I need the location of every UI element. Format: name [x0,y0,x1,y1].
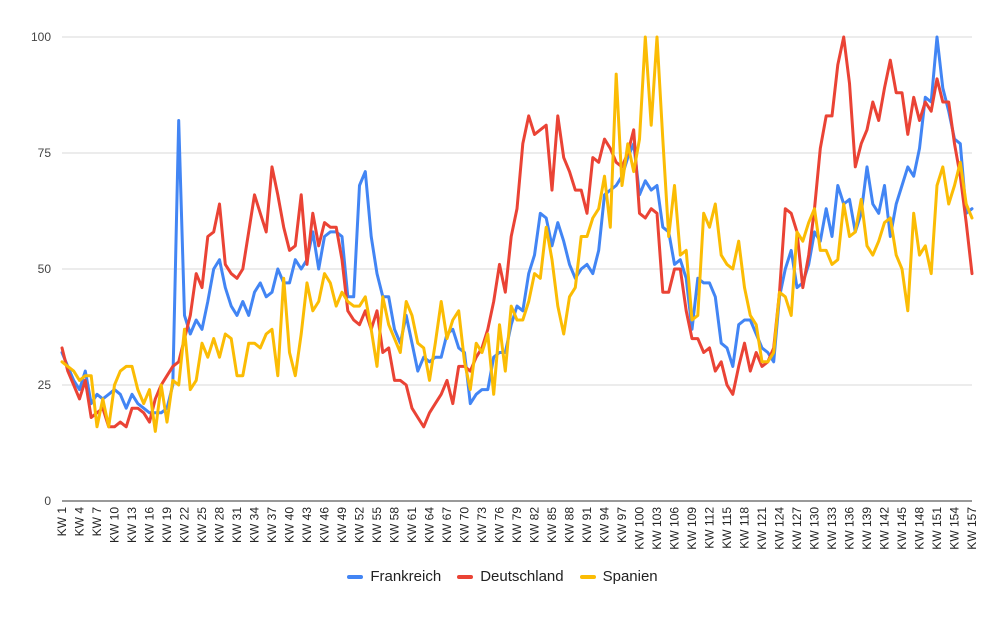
x-tick-label: KW 136 [843,507,857,550]
x-tick-label: KW 40 [283,507,297,543]
x-tick-label: KW 64 [423,507,437,543]
x-tick-label: KW 1 [55,507,69,537]
x-tick-label: KW 58 [388,507,402,543]
x-tick-label: KW 10 [108,507,122,543]
x-tick-label: KW 151 [930,507,944,550]
x-tick-label: KW 61 [405,507,419,543]
legend-swatch [457,574,474,579]
x-tick-label: KW 94 [598,507,612,543]
x-tick-label: KW 88 [563,507,577,543]
y-axis-ticks: 0 25 50 75 100 [31,30,51,508]
legend-item-deutschland: Deutschland [457,568,564,585]
x-tick-label: KW 49 [335,507,349,543]
x-tick-label: KW 85 [545,507,559,543]
x-tick-label: KW 112 [703,507,717,549]
x-tick-label: KW 73 [475,507,489,543]
legend-label: Spanien [602,568,658,585]
x-tick-label: KW 25 [195,507,209,543]
x-axis-ticks: KW 1 KW 4 KW 7 KW 10 KW 13 KW 16 KW 19 KW 22 KW … [55,507,979,550]
legend-label: Frankreich [370,568,442,585]
y-tick-label: 100 [31,30,51,44]
x-tick-label: KW 34 [248,507,262,543]
x-tick-label: KW 76 [493,507,507,543]
x-tick-label: KW 28 [213,507,227,543]
x-tick-label: KW 103 [650,507,664,550]
y-tick-label: 75 [38,146,52,160]
x-tick-label: KW 4 [73,507,87,537]
x-tick-label: KW 109 [685,507,699,550]
x-tick-label: KW 22 [178,507,192,543]
x-tick-label: KW 52 [353,507,367,543]
x-tick-label: KW 157 [965,507,979,550]
x-tick-label: KW 97 [615,507,629,543]
x-tick-label: KW 127 [790,507,804,550]
x-tick-label: KW 118 [738,507,752,549]
x-tick-label: KW 121 [755,507,769,550]
x-tick-label: KW 154 [948,507,962,550]
x-tick-label: KW 31 [230,507,244,543]
legend-item-frankreich: Frankreich [347,568,441,585]
x-tick-label: KW 37 [265,507,279,543]
x-tick-label: KW 70 [458,507,472,543]
x-tick-label: KW 133 [825,507,839,550]
x-tick-label: KW 124 [773,507,787,550]
x-tick-label: KW 82 [528,507,542,543]
y-tick-label: 25 [38,378,52,392]
series-line-deutschland [60,35,974,429]
x-tick-label: KW 106 [668,507,682,550]
y-tick-label: 50 [38,262,52,276]
x-tick-label: KW 16 [143,507,157,543]
series-line-spanien [60,35,974,433]
legend-swatch [579,574,596,579]
x-tick-label: KW 7 [90,507,104,537]
x-tick-label: KW 91 [580,507,594,543]
legend-swatch [347,574,364,579]
x-tick-label: KW 46 [318,507,332,543]
x-tick-label: KW 43 [300,507,314,543]
x-tick-label: KW 115 [720,507,734,549]
x-tick-label: KW 139 [860,507,874,550]
y-tick-label: 0 [44,494,51,508]
x-tick-label: KW 79 [510,507,524,543]
gridlines [62,36,972,502]
x-tick-label: KW 19 [160,507,174,543]
x-tick-label: KW 55 [370,507,384,543]
legend: Frankreich Deutschland Spanien [0,568,1005,585]
legend-item-spanien: Spanien [579,568,658,585]
x-tick-label: KW 142 [878,507,892,550]
x-tick-label: KW 13 [125,507,139,543]
x-tick-label: KW 130 [808,507,822,550]
x-tick-label: KW 148 [913,507,927,550]
x-tick-label: KW 145 [895,507,909,550]
x-tick-label: KW 100 [633,507,647,550]
legend-label: Deutschland [480,568,564,585]
x-tick-label: KW 67 [440,507,454,543]
series-lines [60,35,974,433]
